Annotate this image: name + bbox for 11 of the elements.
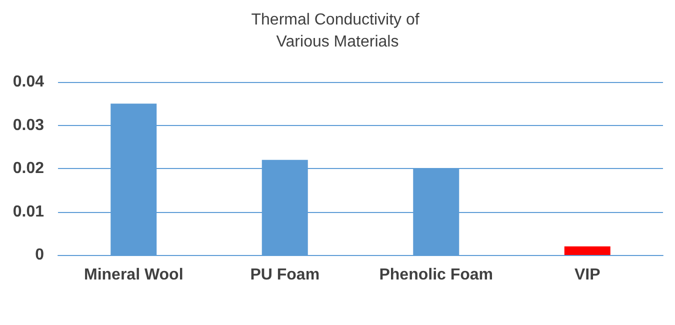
chart-title: Thermal Conductivity of Various Materials (251, 12, 424, 50)
x-tick-label: PU Foam (250, 266, 320, 284)
x-tick-label: Mineral Wool (84, 266, 184, 284)
y-tick-label: 0.03 (12, 116, 44, 134)
y-tick-label: 0 (35, 246, 44, 264)
x-tick-label: Phenolic Foam (379, 266, 494, 284)
y-tick-label: 0.01 (12, 203, 44, 220)
x-tick-label: VIP (574, 266, 601, 284)
bar (564, 246, 610, 255)
y-tick-label: 0.02 (12, 160, 44, 177)
y-tick-label: 0.04 (12, 74, 44, 90)
